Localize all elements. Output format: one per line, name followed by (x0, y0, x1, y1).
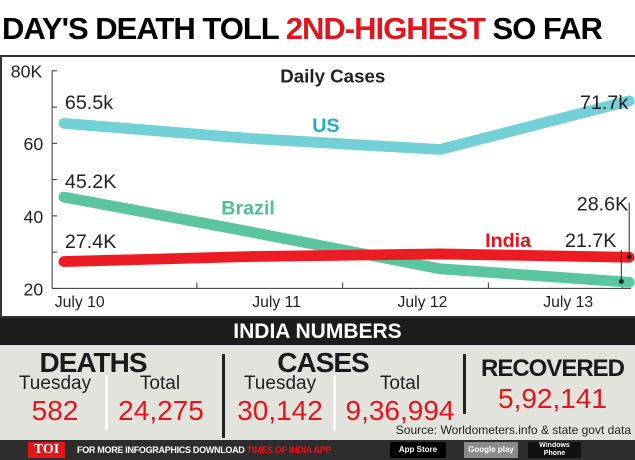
india-numbers-heading: INDIA NUMBERS (0, 318, 635, 345)
data-label-us-end: 71.7k (580, 92, 628, 114)
leader-dot-brazil (618, 279, 624, 284)
data-label-brazil-start: 45.2K (65, 171, 116, 193)
cases-tuesday-value: 30,142 (237, 395, 323, 426)
recovered-heading: RECOVERED (480, 355, 625, 382)
recovered-value: 5,92,141 (498, 383, 607, 414)
cases-heading: CASES (277, 347, 369, 378)
x-tick-label: July 10 (55, 294, 105, 311)
y-tick-label: 20 (24, 279, 44, 299)
footer-app-name: TIMES OF INDIA APP (246, 445, 332, 455)
data-label-india-end: 28.6K (577, 194, 628, 216)
data-label-us-start: 65.5k (65, 92, 113, 114)
headline-highlight: 2ND-HIGHEST (285, 11, 486, 46)
app-store-label: App Store (398, 445, 438, 454)
x-tick-label: July 13 (543, 294, 593, 311)
deaths-tuesday-label: Tuesday (18, 373, 92, 394)
windows-phone-label: Windows Phone (539, 442, 570, 457)
divider (222, 354, 225, 438)
cases-total-label: Total (379, 373, 421, 394)
deaths-tuesday-value: 582 (31, 395, 79, 426)
source-note: Source: Worldometers.info & state govt d… (395, 423, 631, 437)
cases-total-value: 9,36,994 (345, 395, 455, 426)
deaths-total-value: 24,275 (118, 395, 204, 426)
x-tick-label: July 11 (252, 294, 301, 311)
series-line-india (58, 248, 635, 268)
chart-title: Daily Cases (280, 66, 385, 87)
series-line-us (58, 95, 635, 155)
daily-cases-chart: 80K 60 40 20 July 10 July 11 July 12 July 13 Dai… (0, 55, 635, 318)
series-label-us: US (312, 115, 339, 137)
google-play-button[interactable]: Google play (464, 442, 518, 458)
india-numbers-title: INDIA NUMBERS (233, 320, 402, 343)
deaths-heading: DEATHS (39, 347, 147, 378)
y-tick-label: 40 (24, 207, 44, 227)
series-label-india: India (485, 230, 532, 252)
footer-bar: TOI FOR MORE INFOGRAPHICS DOWNLOAD TIMES… (0, 440, 635, 460)
headline-part1: DAY'S DEATH TOLL (2, 11, 286, 46)
series-label-brazil: Brazil (221, 198, 275, 220)
footer-promo: FOR MORE INFOGRAPHICS DOWNLOAD (77, 445, 247, 455)
y-tick-label: 80K (11, 62, 43, 82)
app-store-button[interactable]: App Store (390, 442, 446, 458)
windows-phone-button[interactable]: Windows Phone (528, 442, 581, 458)
divider (333, 375, 336, 430)
divider (463, 354, 466, 414)
india-numbers-panel: DEATHS Tuesday 582 Total 24,275 CASES Tu… (0, 345, 635, 440)
x-tick-label: July 12 (397, 294, 447, 311)
toi-logo: TOI (28, 442, 65, 458)
y-tick-label: 60 (24, 134, 44, 154)
leader-dot-india (626, 254, 632, 260)
footer-text: FOR MORE INFOGRAPHICS DOWNLOAD TIMES OF … (77, 444, 331, 456)
headline: DAY'S DEATH TOLL 2ND-HIGHEST SO FAR (2, 6, 633, 52)
divider (105, 375, 108, 430)
data-label-india-start: 27.4K (65, 231, 116, 253)
google-play-label: Google play (468, 445, 514, 454)
data-label-brazil-end: 21.7K (565, 230, 616, 252)
headline-part2: SO FAR (484, 11, 603, 46)
series-line-brazil (58, 191, 635, 288)
deaths-total-label: Total (139, 373, 181, 394)
cases-tuesday-label: Tuesday (243, 373, 317, 394)
